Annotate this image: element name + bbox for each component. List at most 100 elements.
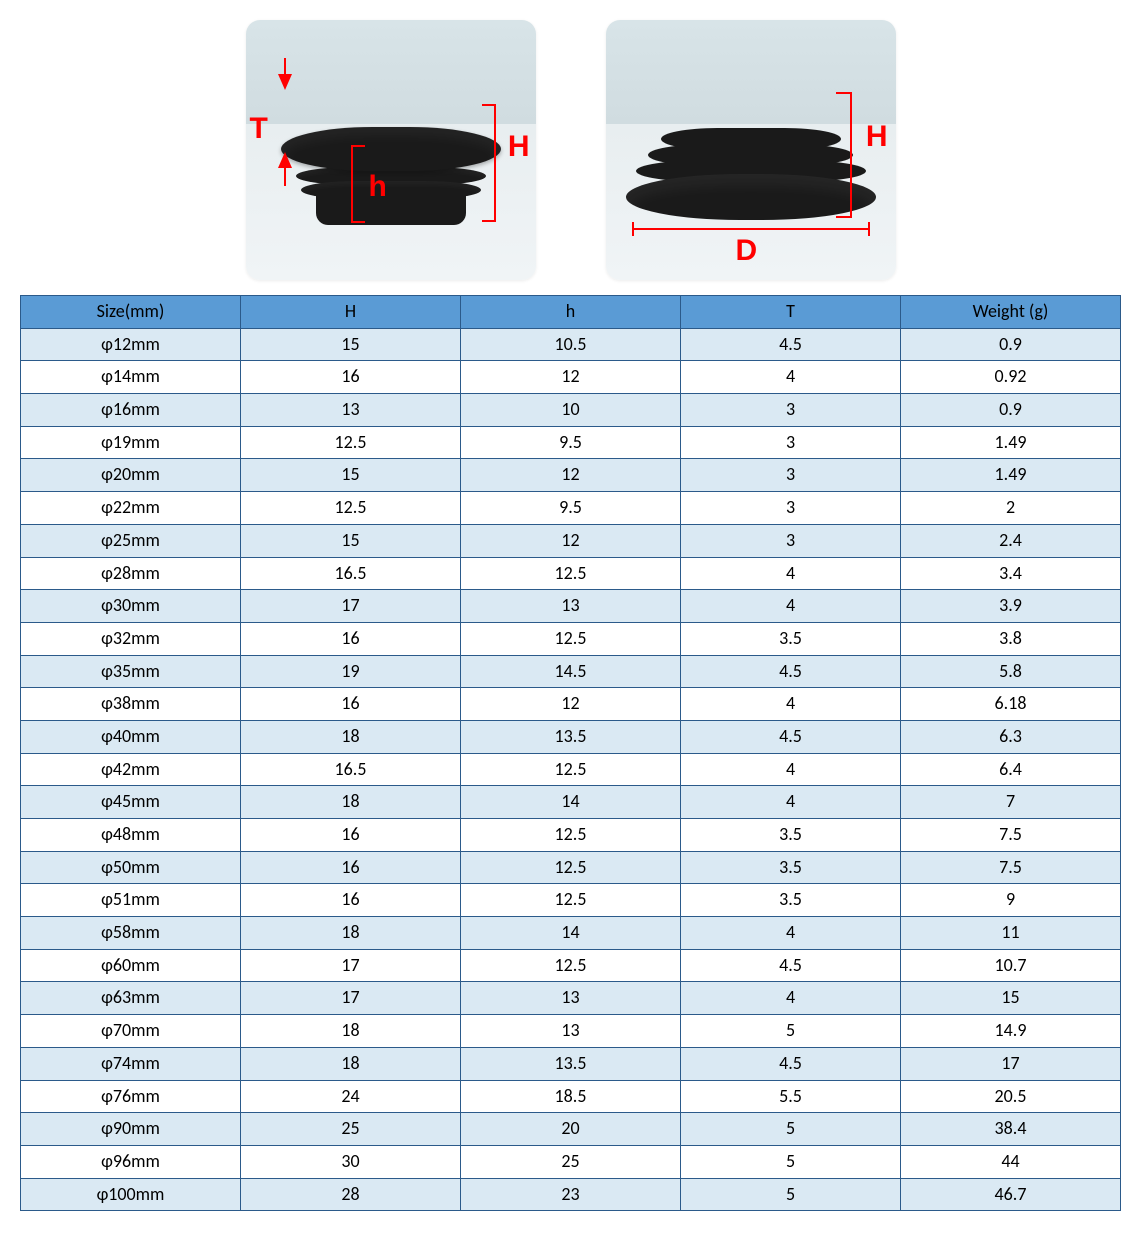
table-cell: 16 xyxy=(241,622,461,655)
table-cell: φ28mm xyxy=(21,557,241,590)
table-cell: 6.3 xyxy=(901,720,1121,753)
table-cell: 44 xyxy=(901,1145,1121,1178)
table-cell: 1.49 xyxy=(901,459,1121,492)
table-cell: φ45mm xyxy=(21,786,241,819)
table-cell: 4 xyxy=(681,688,901,721)
table-cell: 3.9 xyxy=(901,590,1121,623)
table-row: φ100mm2823546.7 xyxy=(21,1178,1121,1211)
table-cell: 14.5 xyxy=(461,655,681,688)
table-cell: φ40mm xyxy=(21,720,241,753)
dimension-line xyxy=(632,222,634,236)
table-cell: 0.92 xyxy=(901,361,1121,394)
table-row: φ30mm171343.9 xyxy=(21,590,1121,623)
table-cell: 3.5 xyxy=(681,622,901,655)
table-cell: 16 xyxy=(241,819,461,852)
dimension-line xyxy=(836,216,852,218)
dimension-line xyxy=(351,145,365,147)
table-cell: 16 xyxy=(241,884,461,917)
table-row: φ22mm12.59.532 xyxy=(21,492,1121,525)
table-cell: 14 xyxy=(461,917,681,950)
table-row: φ96mm3025544 xyxy=(21,1145,1121,1178)
table-cell: 9.5 xyxy=(461,492,681,525)
table-cell: 14 xyxy=(461,786,681,819)
product-cap-illustration xyxy=(626,134,876,220)
table-cell: 4.5 xyxy=(681,1047,901,1080)
table-cell: φ38mm xyxy=(21,688,241,721)
table-cell: φ70mm xyxy=(21,1015,241,1048)
table-cell: 4 xyxy=(681,590,901,623)
table-cell: 17 xyxy=(901,1047,1121,1080)
table-cell: 18 xyxy=(241,1047,461,1080)
table-cell: 0.9 xyxy=(901,328,1121,361)
dimension-label-H: H xyxy=(866,120,888,154)
table-cell: 20.5 xyxy=(901,1080,1121,1113)
table-cell: φ30mm xyxy=(21,590,241,623)
table-cell: 6.18 xyxy=(901,688,1121,721)
table-cell: 23 xyxy=(461,1178,681,1211)
table-column-header: Size(mm) xyxy=(21,296,241,329)
table-cell: 18 xyxy=(241,917,461,950)
table-cell: 12.5 xyxy=(461,884,681,917)
table-cell: 5.8 xyxy=(901,655,1121,688)
dimension-line xyxy=(351,145,353,223)
table-cell: 12.5 xyxy=(461,622,681,655)
table-row: φ40mm1813.54.56.3 xyxy=(21,720,1121,753)
dimension-line xyxy=(868,222,870,236)
table-cell: 3 xyxy=(681,426,901,459)
table-row: φ51mm1612.53.59 xyxy=(21,884,1121,917)
table-cell: 16 xyxy=(241,688,461,721)
table-cell: 3.5 xyxy=(681,819,901,852)
table-cell: 3 xyxy=(681,394,901,427)
table-cell: 25 xyxy=(461,1145,681,1178)
table-row: φ14mm161240.92 xyxy=(21,361,1121,394)
table-cell: 17 xyxy=(241,949,461,982)
table-cell: 13 xyxy=(461,1015,681,1048)
table-row: φ90mm2520538.4 xyxy=(21,1113,1121,1146)
table-cell: 2 xyxy=(901,492,1121,525)
table-row: φ28mm16.512.543.4 xyxy=(21,557,1121,590)
table-cell: 18 xyxy=(241,1015,461,1048)
table-column-header: h xyxy=(461,296,681,329)
table-row: φ32mm1612.53.53.8 xyxy=(21,622,1121,655)
table-cell: φ63mm xyxy=(21,982,241,1015)
dimension-line xyxy=(284,58,286,76)
table-cell: φ96mm xyxy=(21,1145,241,1178)
table-row: φ70mm1813514.9 xyxy=(21,1015,1121,1048)
table-cell: 1.49 xyxy=(901,426,1121,459)
table-row: φ42mm16.512.546.4 xyxy=(21,753,1121,786)
table-cell: 28 xyxy=(241,1178,461,1211)
table-cell: φ35mm xyxy=(21,655,241,688)
table-cell: 5 xyxy=(681,1113,901,1146)
dimension-line xyxy=(494,104,496,222)
table-cell: φ25mm xyxy=(21,524,241,557)
table-cell: 25 xyxy=(241,1113,461,1146)
table-cell: 6.4 xyxy=(901,753,1121,786)
table-cell: 12.5 xyxy=(461,753,681,786)
table-cell: 7.5 xyxy=(901,851,1121,884)
table-cell: φ51mm xyxy=(21,884,241,917)
table-cell: 30 xyxy=(241,1145,461,1178)
table-row: φ60mm1712.54.510.7 xyxy=(21,949,1121,982)
product-image-right: H D xyxy=(606,20,896,280)
table-cell: 12.5 xyxy=(241,492,461,525)
table-cell: 2.4 xyxy=(901,524,1121,557)
page-root: T h H H xyxy=(0,0,1141,1241)
table-cell: 4.5 xyxy=(681,655,901,688)
dimension-line xyxy=(351,221,365,223)
table-cell: 12 xyxy=(461,524,681,557)
table-cell: 10.5 xyxy=(461,328,681,361)
spec-table-container: Size(mm)HhTWeight (g) φ12mm1510.54.50.9φ… xyxy=(0,295,1141,1241)
table-row: φ50mm1612.53.57.5 xyxy=(21,851,1121,884)
table-cell: φ42mm xyxy=(21,753,241,786)
table-cell: φ50mm xyxy=(21,851,241,884)
table-body: φ12mm1510.54.50.9φ14mm161240.92φ16mm1310… xyxy=(21,328,1121,1211)
dimension-label-D: D xyxy=(736,234,758,268)
table-cell: 16 xyxy=(241,361,461,394)
table-cell: 16 xyxy=(241,851,461,884)
table-row: φ25mm151232.4 xyxy=(21,524,1121,557)
table-column-header: Weight (g) xyxy=(901,296,1121,329)
table-cell: 15 xyxy=(241,524,461,557)
table-cell: 4.5 xyxy=(681,720,901,753)
table-cell: 3 xyxy=(681,524,901,557)
table-cell: 13 xyxy=(241,394,461,427)
